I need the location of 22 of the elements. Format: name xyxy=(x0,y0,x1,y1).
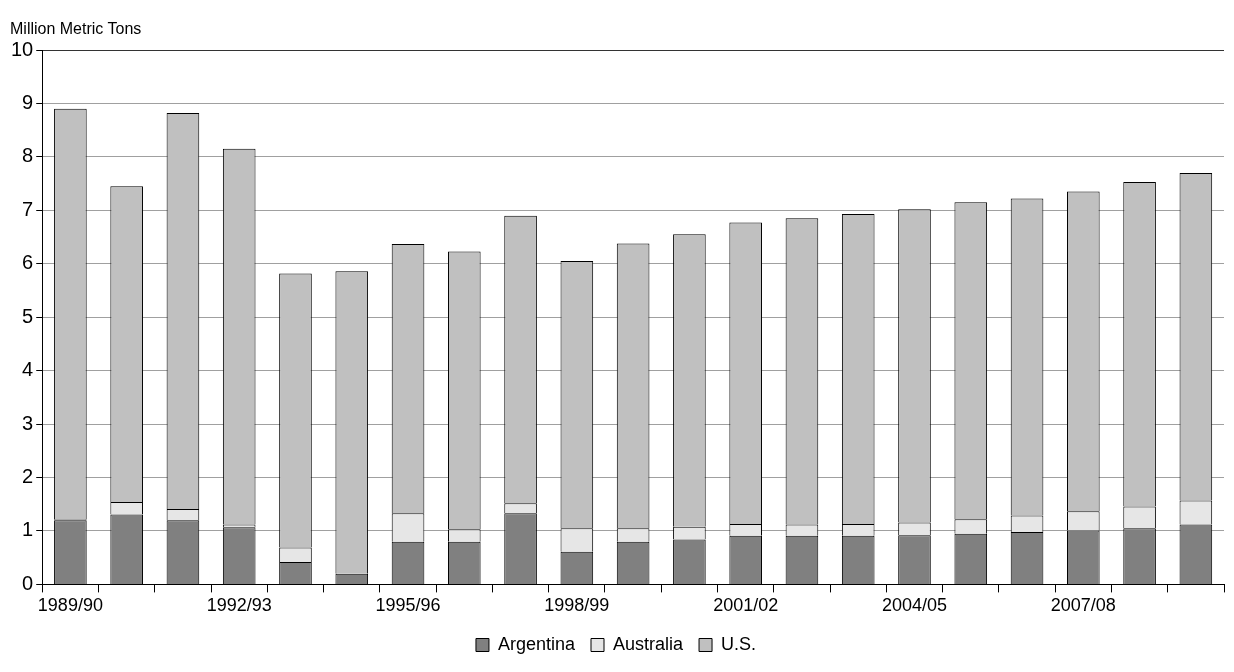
y-tick-label: 2 xyxy=(22,465,34,488)
y-tick-label: 10 xyxy=(11,37,34,60)
y-tick-label: 5 xyxy=(22,304,34,327)
x-tick-label: 1995/96 xyxy=(375,595,441,616)
y-tick-label: 8 xyxy=(22,144,34,167)
y-tick-label: 9 xyxy=(22,90,34,113)
y-tick-label: 1 xyxy=(22,518,34,541)
x-tick-label: 2001/02 xyxy=(713,595,779,616)
legend-label: U.S. xyxy=(721,633,757,654)
x-tick-label: 2007/08 xyxy=(1050,595,1116,616)
legend-label: Argentina xyxy=(497,633,576,654)
y-tick-label: 7 xyxy=(22,197,34,220)
y-tick-label: 0 xyxy=(22,571,34,594)
y-tick-label: 3 xyxy=(22,411,34,434)
x-tick-label: 1992/93 xyxy=(206,595,272,616)
x-tick-label: 1989/90 xyxy=(37,595,103,616)
legend-label: Australia xyxy=(613,633,685,654)
y-tick-label: 4 xyxy=(22,358,34,381)
x-tick-label: 2004/05 xyxy=(881,595,948,616)
x-tick-label: 1998/99 xyxy=(544,595,610,616)
y-axis-title: Million Metric Tons xyxy=(10,20,142,38)
y-tick-label: 6 xyxy=(22,251,34,274)
